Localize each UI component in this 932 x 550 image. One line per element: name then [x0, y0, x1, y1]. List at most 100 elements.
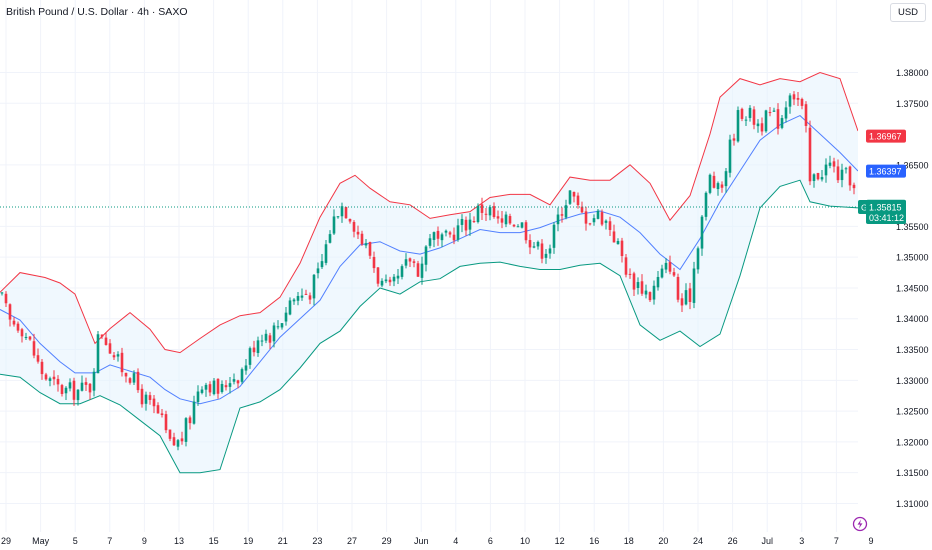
candle-body — [92, 371, 96, 391]
candle-body — [448, 232, 452, 235]
candle-body — [568, 190, 572, 204]
x-tick-label: May — [32, 536, 50, 546]
candle-body — [404, 259, 408, 266]
candle-body — [0, 292, 4, 294]
candle-body — [848, 166, 852, 186]
candle-body — [312, 274, 316, 299]
candle-body — [368, 242, 372, 256]
candle-body — [132, 373, 136, 383]
candle-body — [640, 281, 644, 294]
candle-body — [648, 292, 652, 301]
candle-body — [84, 382, 88, 385]
y-tick-label: 1.35000 — [896, 253, 929, 263]
candle-body — [20, 329, 24, 337]
candle-body — [464, 219, 468, 231]
candle-body — [840, 169, 844, 181]
candle-body — [436, 230, 440, 239]
candle-body — [620, 240, 624, 257]
x-tick-label: 7 — [107, 536, 112, 546]
candle-body — [300, 295, 304, 298]
candle-body — [764, 110, 768, 132]
lightning-icon[interactable] — [852, 516, 868, 532]
candle-body — [12, 320, 16, 325]
candle-body — [128, 378, 132, 383]
candle-body — [240, 369, 244, 382]
candle-body — [492, 206, 496, 217]
candle-body — [428, 238, 432, 246]
candle-body — [444, 230, 448, 233]
candle-body — [196, 391, 200, 403]
candle-body — [772, 110, 776, 112]
candle-body — [236, 380, 240, 384]
candle-body — [592, 218, 596, 223]
candle-body — [88, 383, 92, 393]
candle-body — [480, 204, 484, 213]
candle-body — [708, 174, 712, 193]
candle-body — [696, 248, 700, 270]
candle-body — [776, 109, 780, 129]
candle-body — [100, 334, 104, 337]
candle-body — [508, 216, 512, 224]
currency-button[interactable]: USD — [890, 3, 926, 22]
candle-body — [756, 123, 760, 127]
x-tick-label: 10 — [520, 536, 530, 546]
candle-body — [788, 95, 792, 107]
candle-body — [260, 340, 264, 342]
candle-body — [144, 394, 148, 404]
candle-body — [728, 139, 732, 173]
candle-body — [284, 312, 288, 322]
x-tick-label: 16 — [589, 536, 599, 546]
candle-body — [152, 398, 156, 407]
y-tick-label: 1.34500 — [896, 283, 929, 293]
time-axis-bg — [0, 532, 932, 550]
candle-body — [780, 118, 784, 128]
candle-body — [68, 382, 72, 389]
candle-body — [564, 205, 568, 218]
candle-body — [540, 243, 544, 259]
candle-body — [452, 234, 456, 241]
x-tick-label: 23 — [312, 536, 322, 546]
candle-body — [204, 384, 208, 390]
candle-body — [612, 231, 616, 243]
y-tick-label: 1.37500 — [896, 99, 929, 109]
candle-body — [172, 437, 176, 446]
candle-body — [76, 389, 80, 401]
upper-band-line — [0, 71, 859, 354]
candle-body — [804, 104, 808, 126]
candle-body — [580, 206, 584, 213]
candle-body — [232, 379, 236, 382]
candle-body — [516, 226, 520, 228]
y-tick-label: 1.31500 — [896, 468, 929, 478]
candle-body — [268, 335, 272, 343]
candle-body — [80, 382, 84, 391]
candle-body — [140, 388, 144, 405]
time-axis[interactable]: 29 May 5 7 9 13 15 19 21 23 27 29 Jun 4 6 10 12 16 18 20 24 2… — [0, 532, 932, 550]
candle-body — [548, 248, 552, 254]
candle-body — [740, 108, 744, 119]
x-tick-label: 9 — [868, 536, 873, 546]
x-tick-label: 18 — [624, 536, 634, 546]
candles — [0, 91, 856, 451]
candle-body — [792, 94, 796, 100]
price-axis[interactable]: 1.38000 1.37500 1.36500 1.35500 1.35000 1.345… — [858, 0, 932, 550]
band-area — [0, 72, 858, 473]
candle-body — [628, 273, 632, 275]
candle-body — [248, 348, 252, 365]
candle-body — [624, 257, 628, 275]
candle-body — [32, 341, 36, 356]
x-tick-label: 26 — [728, 536, 738, 546]
candle-body — [228, 383, 232, 387]
candle-body — [752, 109, 756, 125]
candle-body — [420, 263, 424, 278]
x-tick-label: 9 — [142, 536, 147, 546]
candle-body — [468, 219, 472, 230]
candle-body — [280, 323, 284, 328]
candle-body — [736, 110, 740, 142]
price-tag-text: 1.36967 — [869, 132, 902, 142]
candle-body — [820, 177, 824, 180]
x-tick-label: 13 — [174, 536, 184, 546]
candle-body — [188, 417, 192, 424]
candle-body — [292, 299, 296, 302]
candle-body — [688, 288, 692, 302]
